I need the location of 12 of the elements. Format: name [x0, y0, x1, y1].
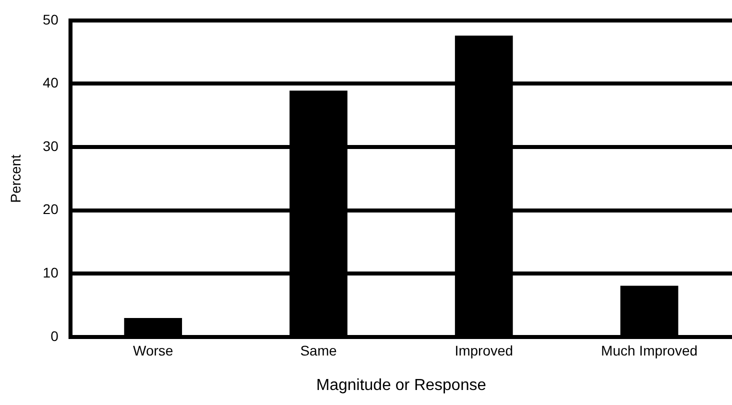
y-tick-label: 10	[42, 264, 59, 281]
y-tick-label: 30	[42, 138, 59, 154]
x-axis-title: Magnitude or Response	[316, 376, 486, 394]
x-tick-label: Same	[300, 342, 337, 358]
y-tick-label: 20	[42, 201, 59, 218]
y-axis-title: Percent	[7, 154, 24, 203]
x-tick-label: Much Improved	[601, 342, 698, 358]
x-tick-label: Improved	[454, 342, 514, 358]
y-tick-label: 50	[42, 11, 59, 28]
x-tick-label: Worse	[132, 342, 174, 358]
y-tick-label: 0	[50, 328, 59, 344]
y-tick-label: 40	[42, 74, 59, 91]
